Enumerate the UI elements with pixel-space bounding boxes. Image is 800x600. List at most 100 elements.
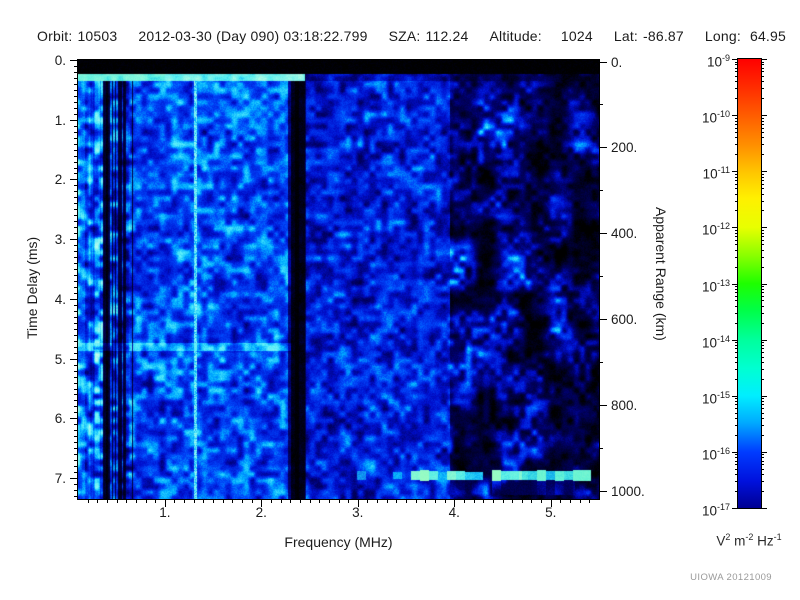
colorbar-minor-tick	[735, 229, 738, 231]
colorbar-tick-label: 10-12	[701, 221, 730, 238]
y-axis-right-major-tick	[599, 490, 607, 492]
colorbar-gradient	[738, 59, 761, 508]
x-axis-minor-tick	[184, 499, 186, 503]
y-axis-right-major-tick	[599, 233, 607, 235]
x-axis-minor-tick	[434, 499, 436, 503]
y-axis-left-minor-tick	[74, 203, 78, 205]
y-axis-left-minor-tick	[74, 448, 78, 450]
colorbar-major-tick	[761, 339, 767, 341]
colorbar-minor-tick	[761, 127, 764, 129]
x-axis-minor-tick	[386, 499, 388, 503]
colorbar-minor-tick	[735, 418, 738, 420]
y-axis-left-minor-tick	[74, 286, 78, 288]
x-axis-minor-tick	[213, 499, 215, 503]
colorbar-major-tick	[761, 59, 767, 60]
colorbar-minor-tick	[735, 236, 738, 238]
y-axis-right-tick-label: 800.	[611, 397, 638, 413]
colorbar-minor-tick	[735, 256, 738, 258]
colorbar-minor-tick	[761, 210, 764, 212]
y-axis-left-minor-tick	[74, 328, 78, 330]
colorbar-minor-tick	[735, 292, 738, 294]
colorbar-minor-tick	[735, 286, 738, 288]
colorbar-minor-tick	[761, 256, 764, 258]
colorbar-major-tick	[761, 395, 767, 397]
x-axis-major-tick	[454, 499, 456, 507]
y-axis-left-minor-tick	[74, 310, 78, 312]
x-axis-minor-tick	[328, 499, 330, 503]
colorbar-minor-tick	[761, 173, 764, 175]
colorbar-minor-tick	[735, 468, 738, 470]
y-axis-left-minor-tick	[74, 227, 78, 229]
colorbar-minor-tick	[761, 356, 764, 358]
colorbar-tick-label: 10-11	[702, 165, 730, 182]
colorbar-minor-tick	[761, 67, 764, 69]
x-axis-major-tick	[357, 499, 359, 507]
x-axis-major-tick	[550, 499, 552, 507]
y-axis-left-minor-tick	[74, 161, 78, 163]
x-axis-tick-label: 4.	[448, 505, 460, 520]
x-axis-minor-tick	[521, 499, 523, 503]
colorbar-minor-tick	[735, 183, 738, 185]
colorbar-minor-tick	[735, 408, 738, 410]
colorbar-minor-tick	[735, 132, 738, 134]
colorbar-minor-tick	[761, 188, 764, 190]
x-axis-minor-tick	[270, 499, 272, 503]
x-axis-minor-tick	[463, 499, 465, 503]
colorbar-tick-label: 10-17	[701, 502, 730, 519]
colorbar-minor-tick	[761, 305, 764, 307]
colorbar-minor-tick	[761, 468, 764, 470]
header-field-value: -86.87	[643, 28, 684, 44]
header-field: Altitude: 1024	[490, 28, 593, 44]
y-axis-left-major-tick	[70, 418, 78, 420]
y-axis-left-minor-tick	[74, 191, 78, 193]
x-axis-tick-label: 5.	[545, 505, 557, 520]
colorbar-minor-tick	[761, 352, 764, 354]
colorbar-minor-tick	[735, 127, 738, 129]
y-axis-left-minor-tick	[74, 215, 78, 217]
colorbar-major-tick	[761, 115, 767, 117]
x-axis-minor-tick	[319, 499, 321, 503]
colorbar-minor-tick	[735, 81, 738, 83]
y-axis-left-minor-tick	[74, 131, 78, 133]
colorbar-minor-tick	[735, 491, 738, 493]
colorbar-minor-tick	[735, 454, 738, 456]
colorbar-minor-tick	[761, 88, 764, 90]
colorbar-minor-tick	[735, 232, 738, 234]
x-axis-tick-label: 3.	[352, 505, 364, 520]
colorbar-minor-tick	[735, 474, 738, 476]
header-field: Long: 64.95	[705, 28, 786, 44]
colorbar-minor-tick	[761, 412, 764, 414]
colorbar-minor-tick	[761, 286, 764, 288]
x-axis-minor-tick	[338, 499, 340, 503]
colorbar-major-tick	[732, 283, 738, 285]
y-axis-left-minor-tick	[74, 280, 78, 282]
colorbar-tick-label: 10-13	[701, 277, 730, 295]
colorbar-minor-tick	[761, 176, 764, 178]
colorbar-minor-tick	[735, 361, 738, 363]
y-axis-left-minor-tick	[74, 125, 78, 127]
header-field-value: 10503	[77, 28, 118, 44]
y-axis-left-minor-tick	[74, 430, 78, 432]
colorbar-major-tick	[732, 171, 738, 173]
y-axis-left-minor-tick	[74, 89, 78, 91]
x-axis-minor-tick	[106, 499, 108, 503]
colorbar-minor-tick	[735, 295, 738, 297]
colorbar-minor-tick	[735, 345, 738, 347]
colorbar-minor-tick	[735, 398, 738, 400]
colorbar-minor-tick	[761, 75, 764, 77]
y-axis-right-minor-tick	[599, 276, 603, 278]
x-axis-minor-tick	[560, 499, 562, 503]
colorbar-minor-tick	[761, 345, 764, 347]
colorbar-minor-tick	[761, 179, 764, 181]
colorbar-minor-tick	[735, 312, 738, 314]
y-axis-left-minor-tick	[74, 292, 78, 294]
colorbar-major-tick	[732, 395, 738, 397]
y-axis-right-major-tick	[599, 147, 607, 149]
colorbar-major-tick	[761, 171, 767, 173]
colorbar-minor-tick	[735, 188, 738, 190]
colorbar-minor-tick	[735, 425, 738, 427]
header-field: 2012-03-30 (Day 090) 03:18:22.799	[138, 28, 367, 44]
colorbar-minor-tick	[761, 348, 764, 350]
x-axis-minor-tick	[309, 499, 311, 503]
x-axis-minor-tick	[512, 499, 514, 503]
